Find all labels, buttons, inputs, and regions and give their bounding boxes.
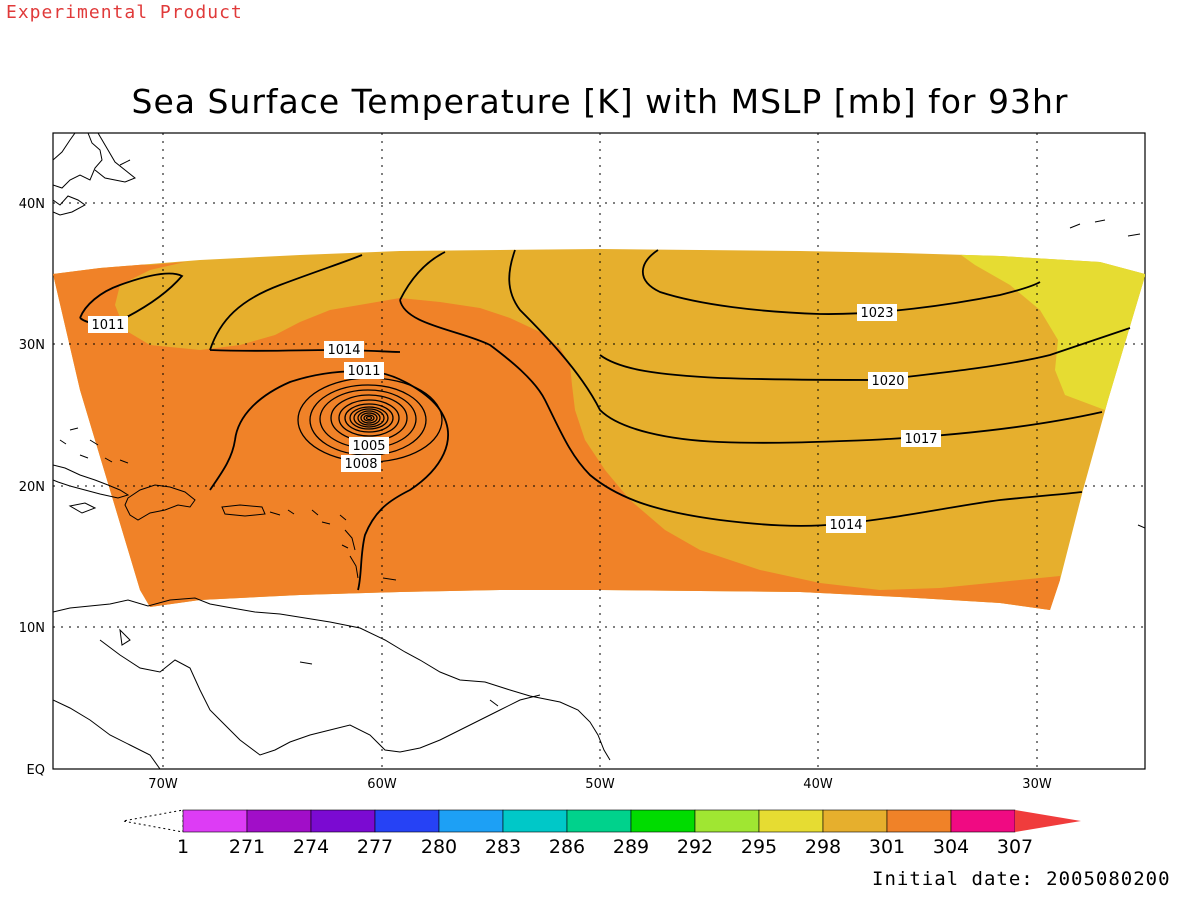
colorbar-swatch: [630, 809, 696, 833]
experimental-product-label: Experimental Product: [6, 2, 243, 23]
grid-lines: [53, 133, 1145, 769]
colorbar-right-arrow: [1015, 810, 1081, 832]
colorbar-tick-label: 271: [229, 836, 265, 858]
lon-label-50w: 50W: [585, 777, 615, 792]
colorbar-tick-label: 286: [549, 836, 585, 858]
svg-text:1017: 1017: [904, 432, 937, 447]
lat-label-10n: 10N: [19, 621, 45, 636]
lon-label-40w: 40W: [803, 777, 833, 792]
svg-text:1023: 1023: [860, 306, 893, 321]
colorbar-swatch: [182, 809, 248, 833]
svg-text:1020: 1020: [871, 374, 904, 389]
colorbar-tick-label: 298: [805, 836, 841, 858]
contour-label-1014-south: 1014: [826, 516, 866, 533]
colorbar-tick-label: 295: [741, 836, 777, 858]
south-america-coast: [53, 597, 611, 769]
colorbar-swatch: [246, 809, 312, 833]
svg-text:1014: 1014: [829, 518, 862, 533]
colorbar-tick-label: 301: [869, 836, 905, 858]
contour-label-1020: 1020: [868, 372, 908, 389]
colorbar-swatch: [374, 809, 440, 833]
initial-date-label: Initial date: 2005080200: [872, 868, 1171, 890]
colorbar-tick-label: 289: [613, 836, 649, 858]
colorbar-swatch: [566, 809, 632, 833]
europe-africa-coast: [1069, 219, 1145, 529]
colorbar-tick-label: 277: [357, 836, 393, 858]
north-america-coast: [53, 133, 136, 216]
colorbar-tick-label: 292: [677, 836, 713, 858]
colorbar-tick-label: 283: [485, 836, 521, 858]
sst-field: [53, 249, 1145, 610]
contour-label-1023: 1023: [857, 304, 897, 321]
lon-label-70w: 70W: [148, 777, 178, 792]
colorbar-swatch: [502, 809, 568, 833]
contour-1023: [642, 249, 1041, 315]
contour-label-1011-west: 1011: [88, 316, 128, 333]
colorbar-swatch: [950, 809, 1016, 833]
bahamas-coast: [59, 427, 129, 464]
colorbar-tick-label: 1: [177, 836, 189, 858]
sst-298-region: [940, 249, 1145, 420]
lesser-antilles: [269, 509, 397, 581]
lat-label-20n: 20N: [19, 480, 45, 495]
lat-label-40n: 40N: [19, 197, 45, 212]
latitude-labels: 40N 30N 20N 10N EQ: [19, 197, 45, 778]
contour-label-1008: 1008: [341, 455, 381, 472]
coastlines: [53, 133, 1145, 769]
svg-text:1014: 1014: [327, 343, 360, 358]
colorbar-tick-label: 280: [421, 836, 457, 858]
colorbar-swatch: [694, 809, 760, 833]
contour-label-1005: 1005: [349, 437, 389, 454]
colorbar-swatch: [310, 809, 376, 833]
colorbar-tick-label: 307: [997, 836, 1033, 858]
lon-label-30w: 30W: [1022, 777, 1052, 792]
contour-label-1014-top: 1014: [324, 341, 364, 358]
svg-text:1008: 1008: [344, 457, 377, 472]
contour-label-1017: 1017: [901, 430, 941, 447]
lon-label-60w: 60W: [367, 777, 397, 792]
svg-text:1005: 1005: [352, 439, 385, 454]
hispaniola-coast: [124, 484, 196, 521]
sst-304-region: [53, 250, 1060, 610]
map-title: Sea Surface Temperature [K] with MSLP [m…: [131, 82, 1069, 121]
contour-label-1011-cyclone: 1011: [344, 362, 384, 379]
jamaica-coast: [68, 502, 97, 514]
svg-text:1011: 1011: [91, 318, 124, 333]
colorbar-swatch: [438, 809, 504, 833]
colorbar-tick-label: 304: [933, 836, 969, 858]
contour-labels: 1011 1014 1011 1005 1008 1023 1020 1017: [88, 304, 941, 533]
colorbar-left-arrow: [122, 809, 184, 833]
contour-1017: [508, 249, 1103, 444]
colorbar: 1 271 274 277 280 283 286 289 292 295 298 301 304 307: [122, 809, 1081, 858]
puerto-rico-coast: [221, 504, 266, 517]
longitude-labels: 70W 60W 50W 40W 30W: [148, 777, 1052, 792]
lat-label-30n: 30N: [19, 338, 45, 353]
colorbar-swatch: [822, 809, 888, 833]
colorbar-swatch: [758, 809, 824, 833]
colorbar-tick-label: 274: [293, 836, 329, 858]
svg-text:1011: 1011: [347, 364, 380, 379]
lat-label-eq: EQ: [27, 763, 45, 778]
colorbar-swatch: [886, 809, 952, 833]
